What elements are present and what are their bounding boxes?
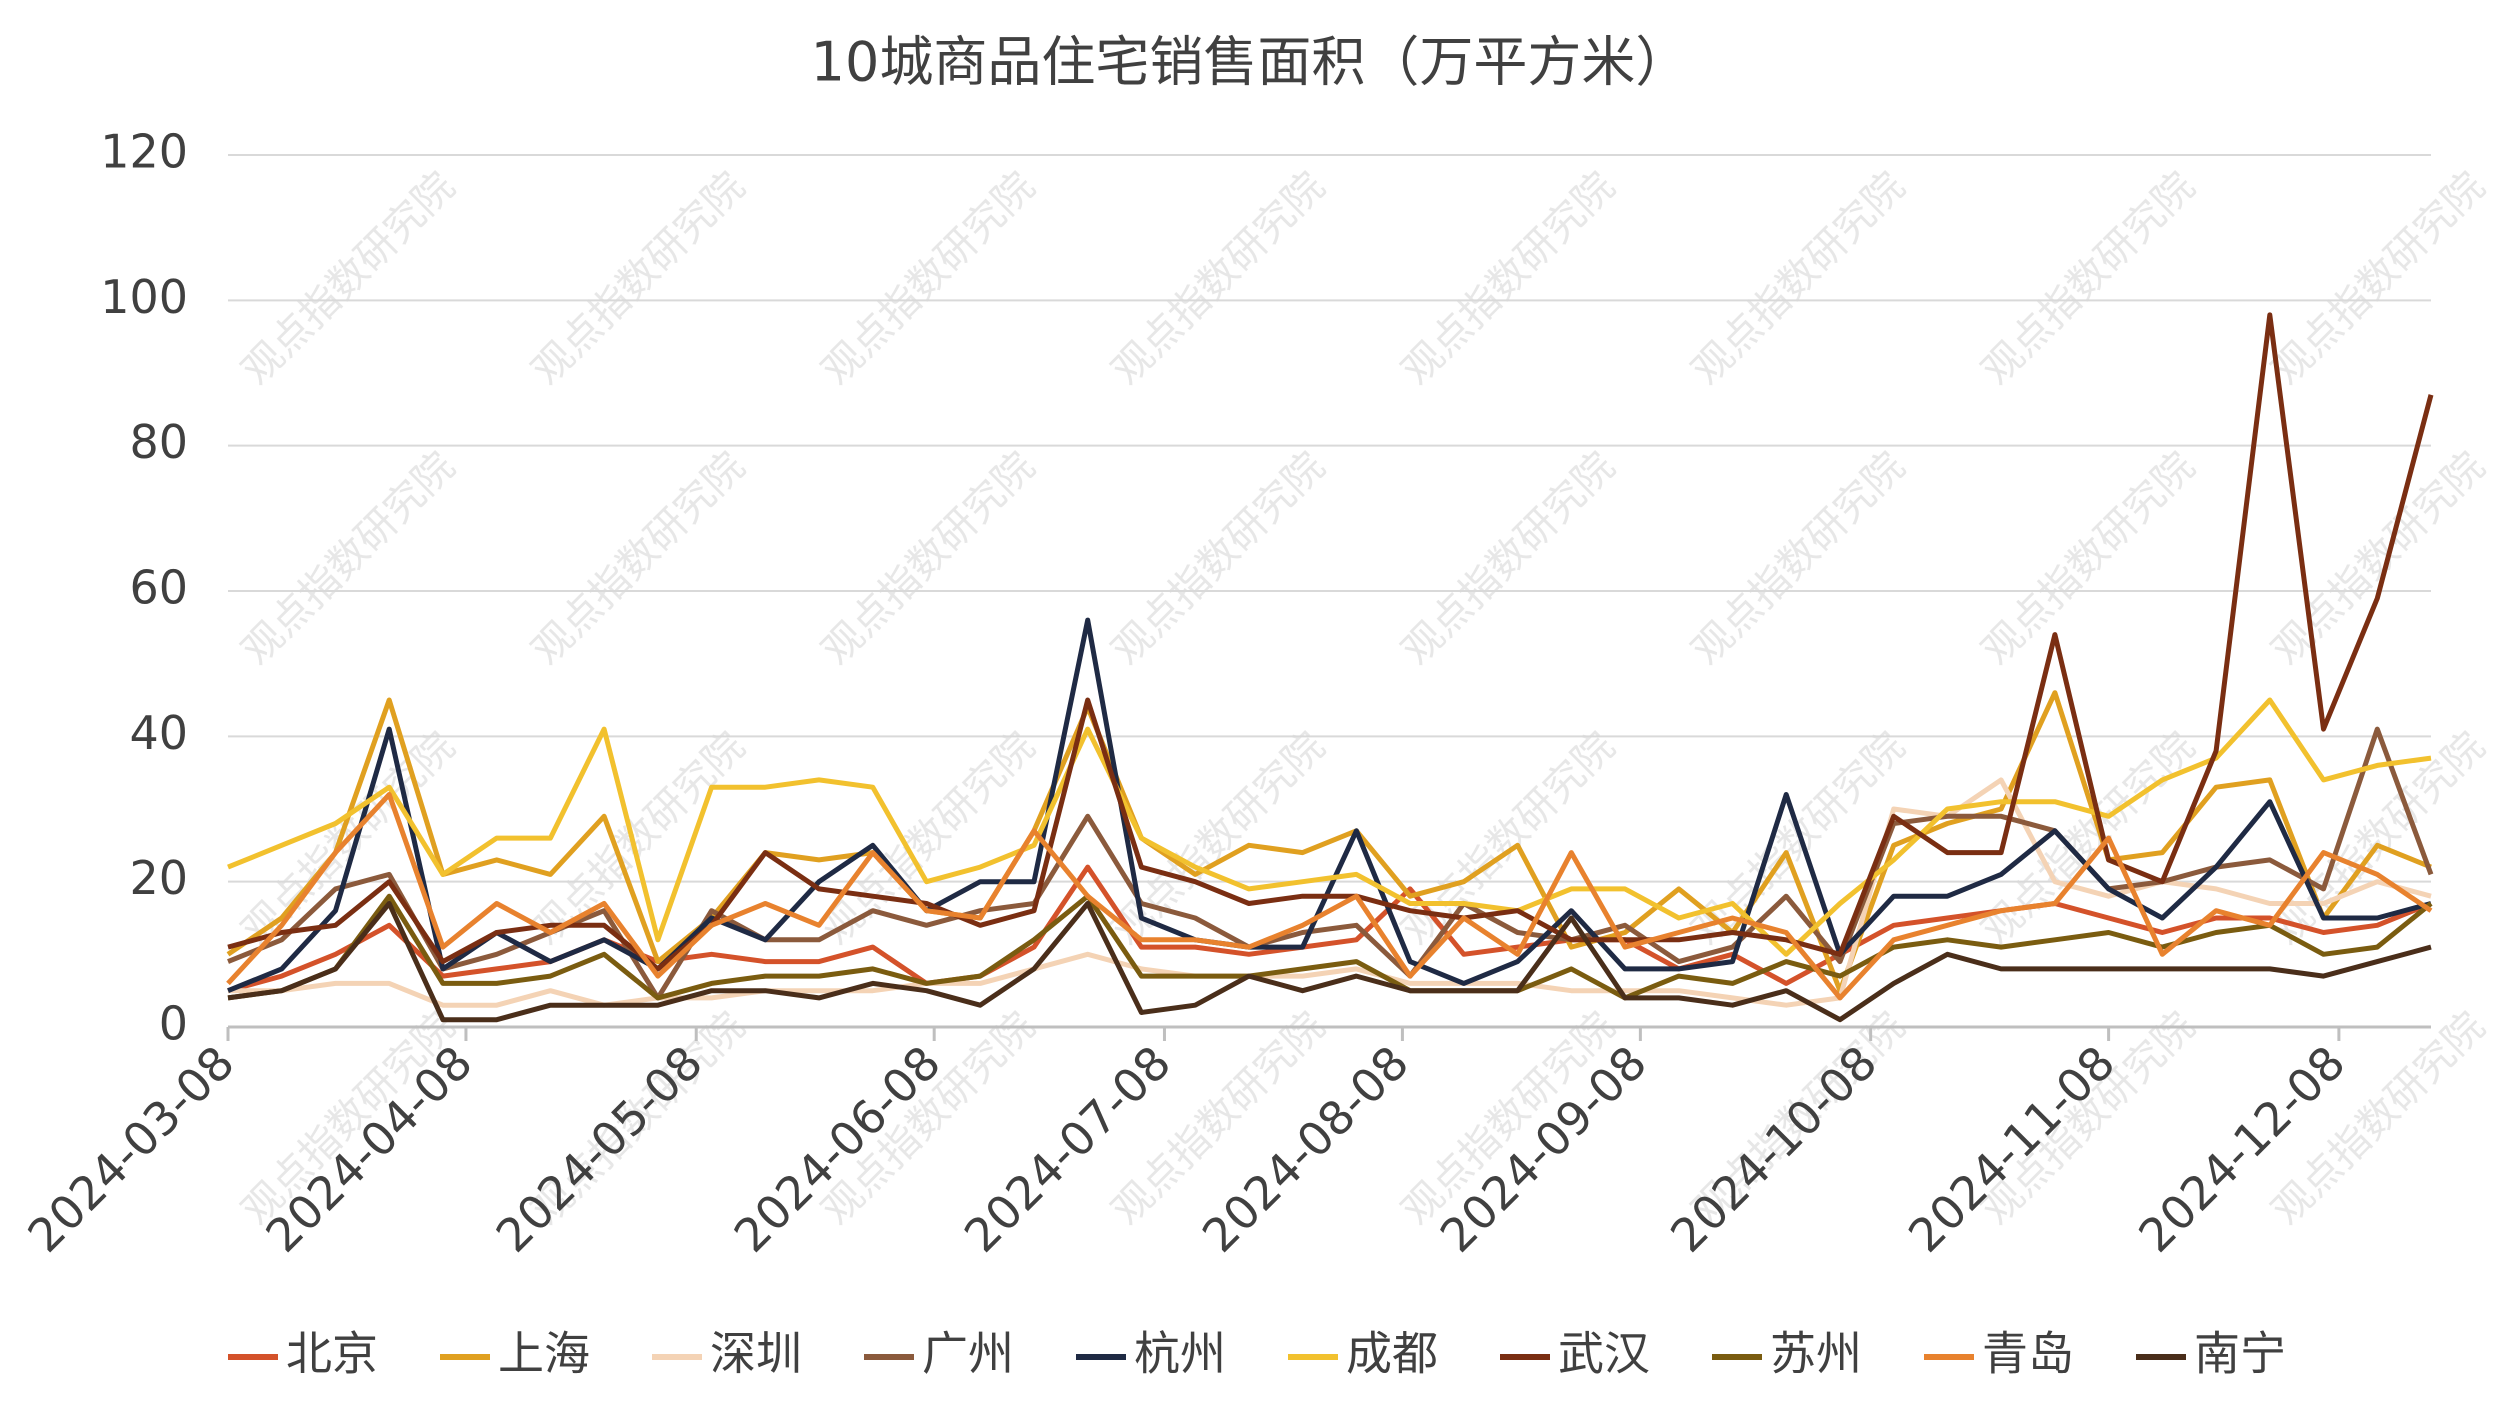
x-tick-label: 2024-10-08 <box>1660 1035 1887 1262</box>
series-line <box>227 697 2432 957</box>
watermark: 观点指数研究院 <box>2263 443 2494 674</box>
y-tick-label: 20 <box>129 851 188 905</box>
x-tick-label: 2024-08-08 <box>1192 1035 1419 1262</box>
legend-label: 青岛 <box>1982 1327 2074 1381</box>
watermark: 观点指数研究院 <box>2263 163 2494 394</box>
watermark: 观点指数研究院 <box>233 443 464 674</box>
legend-label: 广州 <box>922 1327 1014 1381</box>
watermark: 观点指数研究院 <box>1973 723 2204 954</box>
series-line <box>226 690 2432 994</box>
legend-label: 成都 <box>1346 1327 1438 1381</box>
y-tick-label: 100 <box>100 270 188 324</box>
x-tick-label: 2024-11-08 <box>1898 1035 2125 1262</box>
watermark: 观点指数研究院 <box>1393 163 1624 394</box>
series-line <box>227 312 2434 972</box>
series-line <box>227 893 2433 1001</box>
watermark: 观点指数研究院 <box>233 163 464 394</box>
watermark: 观点指数研究院 <box>813 443 1044 674</box>
watermark: 观点指数研究院 <box>1393 723 1624 954</box>
watermark: 观点指数研究院 <box>813 163 1044 394</box>
series-line <box>227 901 2432 1023</box>
series-line <box>227 617 2432 994</box>
legend-label: 上海 <box>498 1327 590 1381</box>
legend-label: 深圳 <box>710 1327 802 1381</box>
y-tick-label: 60 <box>129 561 188 615</box>
watermark: 观点指数研究院 <box>1103 723 1334 954</box>
legend-label: 南宁 <box>2194 1327 2286 1381</box>
lines-layer <box>226 312 2434 1023</box>
legend-label: 武汉 <box>1558 1327 1650 1381</box>
chart-title: 10城商品住宅销售面积（万平方米） <box>811 31 1690 94</box>
watermark: 观点指数研究院 <box>1973 443 2204 674</box>
y-tick-label: 0 <box>159 997 188 1051</box>
watermark: 观点指数研究院 <box>1393 443 1624 674</box>
watermark: 观点指数研究院 <box>523 163 754 394</box>
x-tick-label: 2024-03-08 <box>17 1035 244 1262</box>
watermark: 观点指数研究院 <box>1103 443 1334 674</box>
y-tick-label: 40 <box>129 706 188 760</box>
legend-label: 杭州 <box>1134 1327 1226 1381</box>
series-line <box>226 792 2433 1001</box>
watermark: 观点指数研究院 <box>1683 443 1914 674</box>
watermark: 观点指数研究院 <box>1103 163 1334 394</box>
watermark: 观点指数研究院 <box>1973 163 2204 394</box>
y-tick-label: 120 <box>100 125 188 179</box>
watermark: 观点指数研究院 <box>523 443 754 674</box>
y-tick-label: 80 <box>129 415 188 469</box>
legend-label: 苏州 <box>1770 1327 1862 1381</box>
watermark: 观点指数研究院 <box>1683 163 1914 394</box>
legend-label: 北京 <box>286 1327 378 1381</box>
x-tick-label: 2024-05-08 <box>486 1035 713 1262</box>
